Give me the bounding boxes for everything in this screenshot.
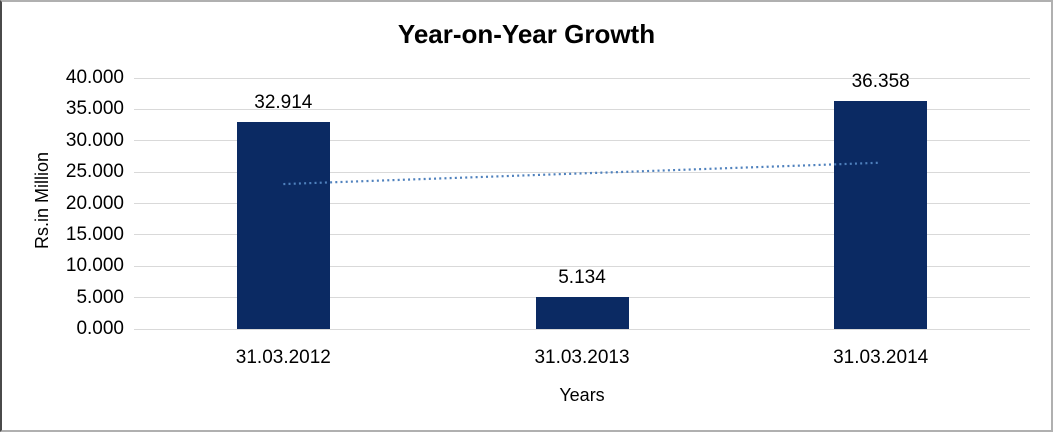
y-tick-label: 40.000: [65, 67, 124, 88]
y-tick-label: 25.000: [65, 161, 124, 183]
y-tick-label: 35.000: [65, 98, 124, 120]
y-tick-label: 5.000: [76, 286, 124, 308]
y-tick-label: 10.000: [65, 255, 124, 277]
x-tick-label: 31.03.2014: [833, 347, 929, 368]
plot-area: 0.000 5.000 10.000 15.000 20.000 25.000 30.000…: [66, 67, 1030, 368]
bar-data-label: 5.134: [558, 266, 606, 288]
x-tick-label: 31.03.2013: [534, 347, 630, 368]
gridline: [134, 234, 1030, 236]
gridline: [134, 328, 1030, 330]
y-tick-label: 0.000: [76, 318, 124, 339]
gridline: [134, 140, 1030, 142]
gridline: [134, 108, 1030, 110]
gridline: [134, 171, 1030, 173]
bar: [236, 122, 330, 329]
bar-data-label: 32.914: [254, 92, 313, 114]
y-tick-label: 30.000: [65, 129, 124, 151]
gridline: [134, 203, 1030, 204]
trendline: [283, 161, 881, 186]
gridline: [134, 265, 1030, 267]
x-axis-title: Years: [559, 385, 605, 405]
bar: [535, 296, 629, 329]
gridline: [134, 77, 1030, 79]
y-tick-label: 15.000: [65, 223, 124, 245]
bar-data-label: 36.358: [851, 70, 910, 92]
y-axis-title: Rs.in Million: [32, 151, 52, 249]
bar: [834, 100, 928, 329]
chart-title: Year-on-Year Growth: [397, 19, 656, 49]
y-tick-label: 20.000: [65, 192, 124, 214]
x-tick-label: 31.03.2012: [235, 347, 331, 368]
